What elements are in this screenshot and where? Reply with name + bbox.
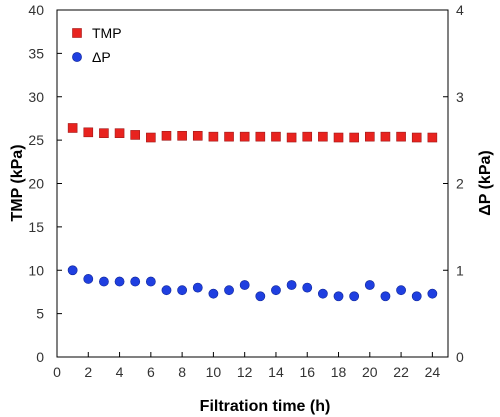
tmp-point (192, 130, 203, 141)
x-tick-label: 20 (362, 364, 378, 380)
tmp-point (67, 123, 78, 133)
dp-point (396, 285, 406, 296)
x-tick-label: 16 (299, 364, 315, 380)
tmp-point (396, 131, 406, 142)
dp-point (239, 280, 250, 290)
dp-point (145, 276, 156, 287)
y-left-tick-label: 25 (28, 132, 44, 148)
x-tick-label: 4 (116, 364, 124, 380)
y-axis-right-title: ΔP (kPa) (477, 150, 494, 215)
legend-marker-tmp (72, 28, 82, 38)
tmp-point (146, 132, 156, 143)
y-left-tick-label: 20 (28, 176, 44, 192)
dp-point (349, 291, 360, 302)
y-left-tick-label: 40 (28, 2, 44, 18)
y-axis-left: 0 5 10 15 20 25 30 35 40 (28, 2, 62, 365)
tmp-point (271, 131, 281, 142)
x-tick-label: 12 (237, 364, 253, 380)
data-points (67, 123, 438, 302)
tmp-point (224, 131, 234, 142)
tmp-point (286, 132, 297, 143)
tmp-point (161, 130, 172, 141)
x-axis: 0 2 4 6 8 10 12 14 16 18 20 22 24 (53, 352, 440, 380)
tmp-point (349, 132, 359, 143)
tmp-point (411, 132, 422, 143)
x-tick-label: 14 (268, 364, 284, 380)
tmp-point (208, 131, 219, 142)
x-tick-label: 0 (53, 364, 61, 380)
dp-point (192, 282, 203, 293)
tmp-point (177, 130, 187, 141)
dp-point (208, 288, 219, 299)
plot-area (56, 9, 449, 358)
y-axis-left-title: TMP (kPa) (9, 144, 26, 221)
tmp-point (302, 131, 313, 142)
legend: TMP ΔP (72, 25, 122, 65)
tmp-point (99, 128, 109, 138)
dp-point (83, 274, 94, 284)
legend-label: TMP (92, 25, 122, 41)
x-tick-label: 8 (178, 364, 186, 380)
dp-point (427, 288, 438, 299)
y-right-tick-label: 0 (456, 349, 464, 365)
y-axis-right: 0 1 2 3 4 (443, 2, 464, 365)
dp-point (271, 285, 281, 296)
dp-point (286, 280, 297, 290)
y-right-tick-label: 2 (456, 176, 464, 192)
dp-point (161, 285, 172, 296)
dp-point (224, 285, 234, 296)
y-left-tick-label: 0 (36, 349, 44, 365)
plot-border (56, 9, 449, 358)
dp-point (130, 276, 141, 287)
tmp-point (333, 132, 344, 143)
tmp-point (114, 128, 125, 138)
legend-label: ΔP (92, 49, 111, 65)
legend-marker-dp (72, 52, 82, 62)
y-left-tick-label: 30 (28, 89, 44, 105)
dp-point (177, 285, 188, 296)
tmp-point (130, 130, 140, 140)
dp-point (333, 291, 344, 302)
y-left-tick-label: 15 (28, 219, 44, 235)
dp-point (114, 276, 125, 287)
x-tick-label: 10 (206, 364, 222, 380)
dp-point (99, 276, 109, 287)
y-right-tick-label: 3 (456, 89, 464, 105)
tmp-point (239, 131, 250, 142)
x-tick-label: 6 (147, 364, 155, 380)
tmp-point (427, 132, 438, 143)
y-left-tick-label: 35 (28, 45, 44, 61)
dp-point (411, 291, 422, 302)
y-right-tick-label: 4 (456, 2, 464, 18)
dp-point (364, 280, 375, 290)
y-left-tick-label: 5 (36, 306, 44, 322)
y-right-tick-label: 1 (456, 262, 464, 278)
dp-point (255, 291, 266, 302)
tmp-point (364, 131, 375, 142)
dp-point (67, 265, 78, 276)
tmp-point (318, 131, 328, 142)
dp-point (380, 291, 391, 302)
x-tick-label: 18 (331, 364, 347, 380)
x-tick-label: 24 (425, 364, 441, 380)
y-left-tick-label: 10 (28, 262, 44, 278)
x-axis-title: Filtration time (h) (200, 398, 331, 415)
tmp-point (255, 131, 266, 142)
x-tick-label: 22 (393, 364, 409, 380)
dp-point (317, 288, 328, 299)
x-tick-label: 2 (84, 364, 92, 380)
tmp-point (83, 127, 94, 138)
dp-point (302, 282, 313, 293)
tmp-point (380, 131, 391, 142)
